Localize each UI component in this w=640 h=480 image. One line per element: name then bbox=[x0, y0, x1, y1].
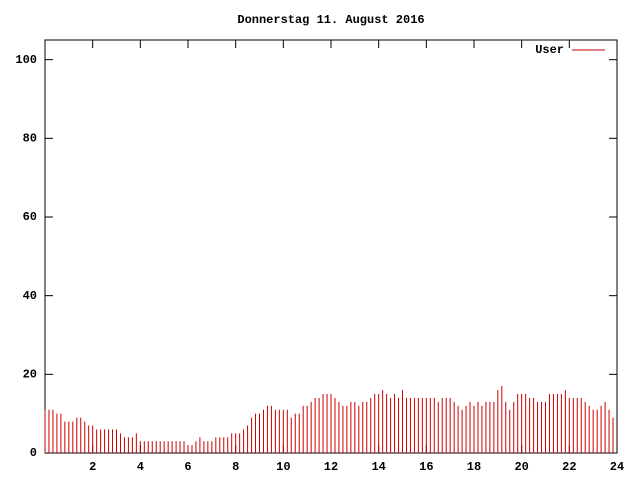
x-tick-label: 14 bbox=[371, 460, 385, 474]
y-tick-label: 60 bbox=[23, 210, 37, 224]
x-tick-label: 24 bbox=[610, 460, 624, 474]
y-tick-label: 40 bbox=[23, 289, 37, 303]
x-tick-label: 4 bbox=[137, 460, 144, 474]
x-tick-label: 22 bbox=[562, 460, 576, 474]
y-tick-label: 20 bbox=[23, 368, 37, 382]
x-tick-label: 20 bbox=[514, 460, 528, 474]
y-tick-label: 80 bbox=[23, 132, 37, 146]
x-tick-label: 6 bbox=[184, 460, 191, 474]
x-tick-label: 16 bbox=[419, 460, 433, 474]
x-tick-label: 2 bbox=[89, 460, 96, 474]
x-tick-label: 12 bbox=[324, 460, 338, 474]
legend-label: User bbox=[535, 43, 564, 57]
y-tick-label: 0 bbox=[30, 446, 37, 460]
chart-title: Donnerstag 11. August 2016 bbox=[237, 13, 424, 27]
x-tick-label: 10 bbox=[276, 460, 290, 474]
x-tick-label: 8 bbox=[232, 460, 239, 474]
y-tick-label: 100 bbox=[15, 53, 37, 67]
x-tick-label: 18 bbox=[467, 460, 481, 474]
